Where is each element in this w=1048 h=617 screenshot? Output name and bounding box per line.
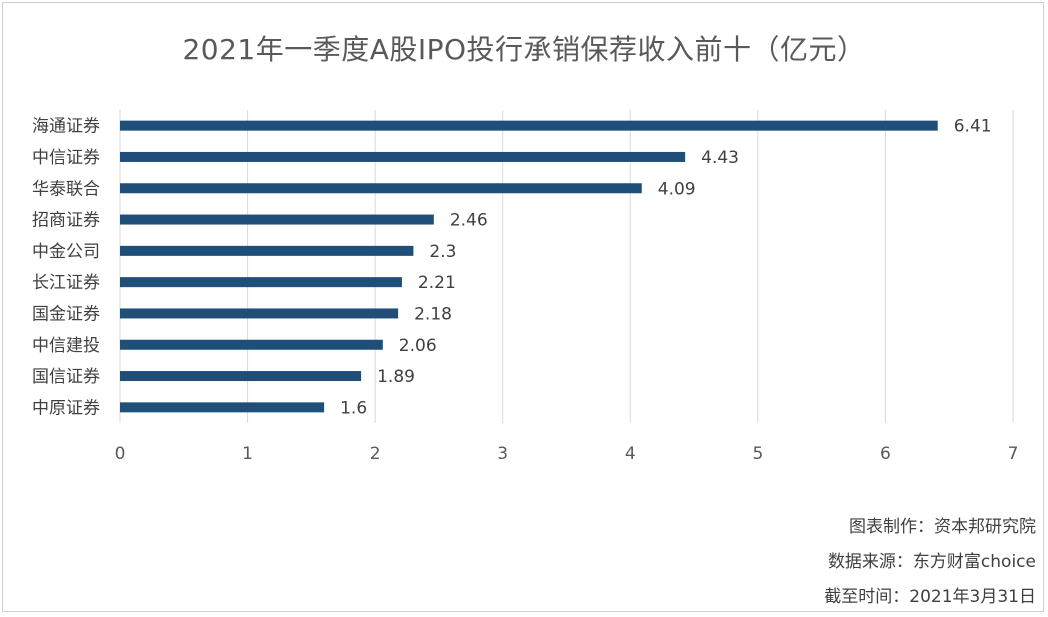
x-axis-ticks: 0 1 2 3 4 5 6 7 <box>115 444 1019 464</box>
data-label: 2.18 <box>414 304 452 324</box>
data-label: 4.43 <box>701 148 739 168</box>
data-label: 4.09 <box>658 179 696 199</box>
bar <box>120 151 686 162</box>
x-tick-label: 3 <box>497 444 508 464</box>
chart-title: 2021年一季度A股IPO投行承销保荐收入前十（亿元） <box>182 33 866 66</box>
bar <box>120 402 325 413</box>
bar <box>120 308 399 319</box>
category-label: 中信证券 <box>32 148 100 168</box>
data-label: 2.46 <box>450 211 488 231</box>
data-label: 1.89 <box>377 367 415 387</box>
x-tick-label: 4 <box>625 444 636 464</box>
value-labels: 6.41 4.434.09 2.46 2.3 2.21 2.18 2.06 1.89 1.6 <box>340 117 991 419</box>
data-label: 6.41 <box>954 117 992 137</box>
data-label: 2.21 <box>418 273 456 293</box>
x-tick-label: 5 <box>752 444 763 464</box>
category-label: 中金公司 <box>32 242 100 262</box>
chart-maker-note: 图表制作：资本邦研究院 <box>849 517 1036 537</box>
bar <box>120 277 402 288</box>
category-label: 国信证券 <box>32 367 100 387</box>
category-label: 海通证券 <box>32 117 100 137</box>
category-label: 长江证券 <box>32 273 100 293</box>
bar <box>120 245 414 256</box>
category-label: 华泰联合 <box>32 179 100 199</box>
bar <box>120 214 434 225</box>
data-source-note: 数据来源：东方财富choice <box>827 552 1036 572</box>
x-tick-label: 6 <box>880 444 891 464</box>
data-label: 2.3 <box>429 242 456 262</box>
cutoff-date-note: 截至时间：2021年3月31日 <box>824 587 1036 607</box>
gridlines <box>119 110 1014 423</box>
bar <box>120 183 642 194</box>
bar <box>120 339 383 350</box>
x-tick-label: 2 <box>370 444 381 464</box>
data-label: 2.06 <box>399 336 437 356</box>
data-label: 1.6 <box>340 398 367 418</box>
category-label: 中原证券 <box>32 398 100 418</box>
category-label: 招商证券 <box>32 211 100 231</box>
bars <box>120 120 938 413</box>
category-label: 国金证券 <box>32 304 100 324</box>
x-tick-label: 1 <box>242 444 253 464</box>
bar <box>120 371 362 382</box>
bar <box>120 120 938 131</box>
x-tick-label: 7 <box>1008 444 1019 464</box>
x-tick-label: 0 <box>115 444 126 464</box>
category-label: 中信建投 <box>32 336 100 356</box>
